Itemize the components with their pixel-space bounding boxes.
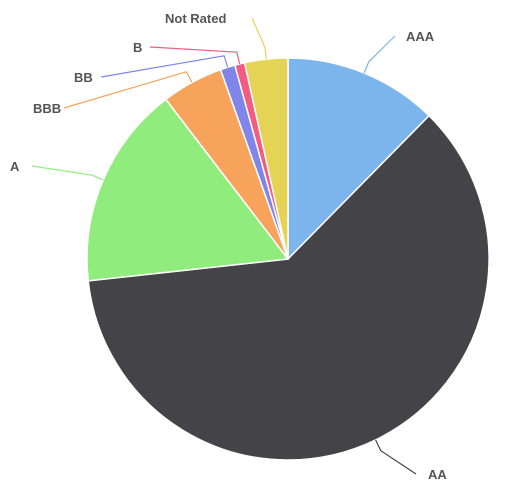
pie-slice-aaa[interactable] (287, 57, 431, 261)
leader-line-bbb (63, 71, 193, 109)
pie-slice-a[interactable] (86, 98, 290, 282)
leader-lines-layer (31, 17, 417, 475)
leader-line-aa (375, 439, 417, 475)
leader-line-b (149, 46, 241, 65)
slice-label-a: A (10, 159, 20, 174)
slice-label-aa: AA (428, 467, 447, 481)
slice-label-aaa: AAA (406, 29, 435, 44)
slice-label-bbb: BBB (33, 101, 61, 116)
leader-line-bb (100, 55, 229, 78)
slice-label-b: B (133, 40, 142, 55)
slices-layer (86, 57, 490, 461)
leader-line-aaa (363, 35, 396, 74)
leader-line-not-rated (251, 17, 267, 60)
leader-line-a (31, 165, 104, 181)
slice-label-bb: BB (74, 70, 93, 85)
slice-label-not-rated: Not Rated (165, 11, 226, 26)
